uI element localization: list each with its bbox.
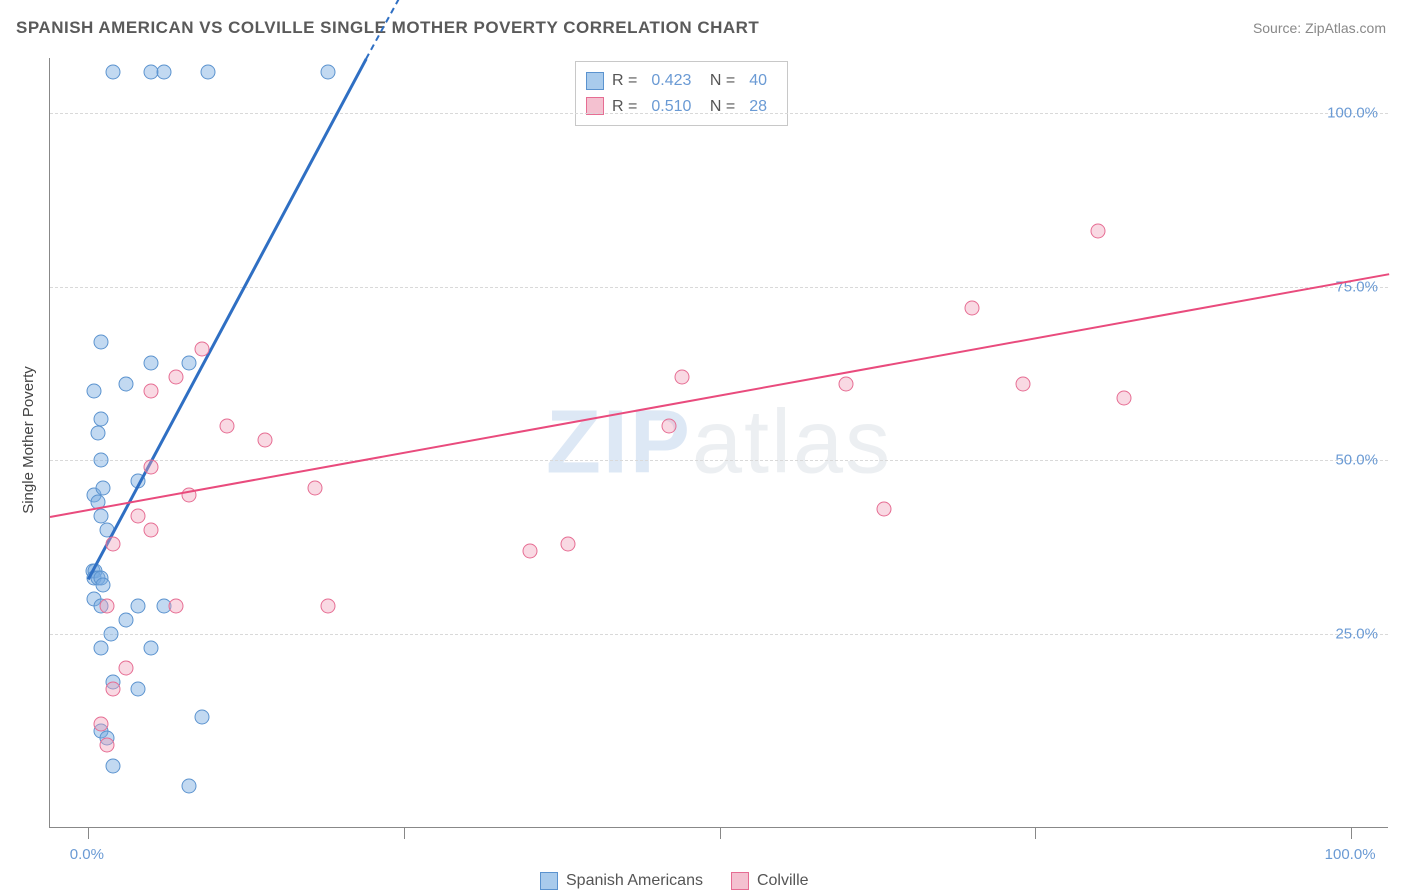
y-axis-title: Single Mother Poverty — [20, 366, 37, 514]
data-point — [965, 300, 980, 315]
x-tick — [88, 827, 89, 839]
y-tick-label: 50.0% — [1335, 452, 1378, 469]
data-point — [674, 370, 689, 385]
source-link[interactable]: ZipAtlas.com — [1305, 20, 1386, 36]
r-label: R = — [612, 68, 637, 94]
data-point — [106, 536, 121, 551]
data-point — [181, 356, 196, 371]
data-point — [103, 626, 118, 641]
data-point — [96, 481, 111, 496]
data-point — [156, 64, 171, 79]
r-label: R = — [612, 94, 637, 120]
watermark: ZIPatlas — [546, 391, 892, 494]
data-point — [144, 522, 159, 537]
legend-swatch — [540, 872, 558, 890]
legend-item: Spanish Americans — [540, 872, 703, 890]
data-point — [194, 710, 209, 725]
data-point — [93, 453, 108, 468]
data-point — [1116, 390, 1131, 405]
n-label: N = — [705, 68, 735, 94]
data-point — [1015, 377, 1030, 392]
data-point — [257, 432, 272, 447]
data-point — [93, 640, 108, 655]
data-point — [560, 536, 575, 551]
x-tick — [404, 827, 405, 839]
data-point — [96, 578, 111, 593]
data-point — [320, 599, 335, 614]
data-point — [219, 418, 234, 433]
n-label: N = — [705, 94, 735, 120]
data-point — [93, 716, 108, 731]
data-point — [661, 418, 676, 433]
data-point — [144, 460, 159, 475]
r-value: 0.510 — [651, 94, 691, 120]
data-point — [106, 64, 121, 79]
data-point — [169, 370, 184, 385]
y-tick-label: 25.0% — [1335, 625, 1378, 642]
watermark-prefix: ZIP — [546, 392, 692, 492]
n-value: 40 — [749, 68, 767, 94]
n-value: 28 — [749, 94, 767, 120]
data-point — [99, 599, 114, 614]
x-tick — [1351, 827, 1352, 839]
r-value: 0.423 — [651, 68, 691, 94]
legend-label: Spanish Americans — [566, 872, 703, 890]
data-point — [118, 612, 133, 627]
series-legend: Spanish Americans Colville — [540, 872, 809, 890]
data-point — [1091, 224, 1106, 239]
data-point — [194, 342, 209, 357]
source-label: Source: — [1253, 20, 1301, 36]
gridline — [50, 287, 1388, 288]
data-point — [308, 481, 323, 496]
data-point — [118, 377, 133, 392]
legend-label: Colville — [757, 872, 809, 890]
watermark-suffix: atlas — [692, 392, 892, 492]
data-point — [99, 737, 114, 752]
x-tick-label: 100.0% — [1325, 846, 1376, 863]
data-point — [131, 508, 146, 523]
data-point — [144, 383, 159, 398]
x-tick — [720, 827, 721, 839]
data-point — [131, 682, 146, 697]
y-tick-label: 100.0% — [1327, 105, 1378, 122]
data-point — [93, 508, 108, 523]
data-point — [876, 501, 891, 516]
data-point — [118, 661, 133, 676]
trend-line — [50, 273, 1389, 518]
data-point — [131, 599, 146, 614]
scatter-plot-area: ZIPatlas R = 0.423 N = 40 R = 0.510 N = 28 25… — [49, 58, 1388, 828]
legend-swatch — [586, 72, 604, 90]
x-tick — [1035, 827, 1036, 839]
data-point — [320, 64, 335, 79]
correlation-row: R = 0.510 N = 28 — [586, 94, 773, 120]
data-point — [523, 543, 538, 558]
x-tick-label: 0.0% — [70, 846, 104, 863]
gridline — [50, 113, 1388, 114]
legend-item: Colville — [731, 872, 809, 890]
data-point — [144, 356, 159, 371]
data-point — [91, 425, 106, 440]
legend-swatch — [731, 872, 749, 890]
correlation-legend: R = 0.423 N = 40 R = 0.510 N = 28 — [575, 61, 788, 126]
data-point — [93, 335, 108, 350]
correlation-row: R = 0.423 N = 40 — [586, 68, 773, 94]
gridline — [50, 634, 1388, 635]
data-point — [181, 779, 196, 794]
data-point — [838, 377, 853, 392]
source-attribution: Source: ZipAtlas.com — [1253, 20, 1386, 36]
data-point — [169, 599, 184, 614]
data-point — [106, 682, 121, 697]
gridline — [50, 460, 1388, 461]
data-point — [93, 411, 108, 426]
data-point — [200, 64, 215, 79]
data-point — [87, 383, 102, 398]
data-point — [106, 758, 121, 773]
data-point — [144, 640, 159, 655]
